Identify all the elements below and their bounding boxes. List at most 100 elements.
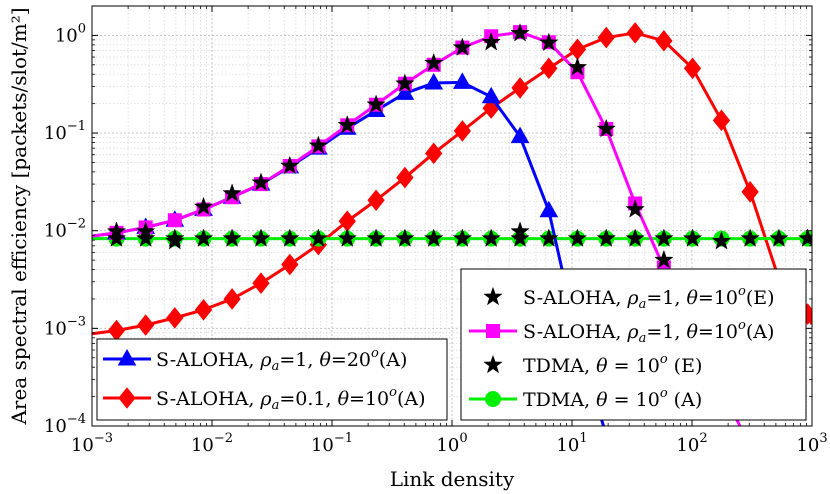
legend-star-marker bbox=[483, 354, 503, 374]
star-marker bbox=[481, 32, 501, 51]
star-marker bbox=[251, 172, 271, 192]
diamond-marker bbox=[252, 272, 270, 294]
legend-square-marker bbox=[486, 324, 500, 338]
legend-star-marker bbox=[483, 286, 503, 306]
diamond-marker bbox=[597, 26, 615, 49]
star-marker bbox=[510, 23, 530, 42]
diamond-marker bbox=[367, 189, 385, 212]
y-axis-label: Area spectral efficiency [packets/slot/m… bbox=[7, 7, 31, 425]
legend-label: S-ALOHA, ρa=1, θ=10o(A) bbox=[523, 318, 774, 346]
y-tick-label: 10−2 bbox=[44, 217, 86, 242]
star-marker bbox=[452, 228, 473, 247]
legend-label: TDMA, θ = 10o (E) bbox=[523, 352, 702, 377]
diamond-marker bbox=[626, 22, 644, 44]
diamond-marker bbox=[712, 109, 731, 132]
star-marker bbox=[711, 230, 732, 250]
star-marker bbox=[337, 115, 358, 134]
legend-label: TDMA, θ = 10o (A) bbox=[523, 386, 702, 411]
star-marker bbox=[366, 94, 386, 114]
star-marker bbox=[625, 199, 645, 218]
diamond-marker bbox=[166, 307, 184, 329]
diamond-marker bbox=[511, 77, 529, 99]
star-marker bbox=[337, 228, 358, 247]
star-marker bbox=[769, 228, 789, 247]
diamond-marker bbox=[453, 120, 472, 142]
star-marker bbox=[654, 228, 674, 247]
star-marker bbox=[308, 228, 329, 247]
triangle-marker bbox=[481, 86, 501, 104]
legend-right: S-ALOHA, ρa=1, θ=10o(E) S-ALOHA, ρa=1, θ=… bbox=[460, 268, 807, 421]
legend-circle-marker bbox=[485, 391, 501, 407]
legend-label: S-ALOHA, ρa=1, θ=20o(A) bbox=[156, 346, 407, 374]
triangle-marker bbox=[453, 72, 472, 89]
legend-left-box bbox=[96, 338, 448, 421]
legend-right-box bbox=[460, 268, 807, 421]
y-tick-label: 10−3 bbox=[44, 314, 86, 339]
diamond-marker bbox=[281, 253, 299, 276]
y-tick-label: 10−4 bbox=[44, 412, 86, 437]
square-marker bbox=[167, 213, 182, 228]
triangle-marker bbox=[424, 73, 444, 90]
legend-label: S-ALOHA, ρa=0.1, θ=10o(A) bbox=[156, 385, 426, 413]
star-marker bbox=[395, 73, 415, 93]
star-marker bbox=[797, 228, 812, 247]
star-marker bbox=[251, 228, 271, 247]
diamond-marker bbox=[194, 298, 213, 321]
series-5 bbox=[106, 23, 674, 269]
star-marker bbox=[165, 230, 185, 250]
diamond-marker bbox=[540, 57, 558, 80]
star-marker bbox=[596, 118, 617, 138]
star-marker bbox=[193, 196, 214, 216]
star-marker bbox=[193, 228, 214, 247]
diamond-marker bbox=[396, 166, 414, 189]
diamond-marker bbox=[741, 181, 759, 203]
x-tick-label: 10−1 bbox=[311, 431, 353, 456]
star-marker bbox=[222, 228, 242, 247]
star-marker bbox=[280, 228, 300, 247]
triangle-marker bbox=[539, 200, 559, 218]
star-marker bbox=[596, 228, 617, 247]
star-marker bbox=[654, 249, 674, 269]
legend-label: S-ALOHA, ρa=1, θ=10o(E) bbox=[523, 284, 775, 312]
star-marker bbox=[510, 228, 530, 247]
y-tick-label: 100 bbox=[55, 21, 86, 46]
y-tick-label: 10−1 bbox=[44, 119, 86, 144]
star-marker bbox=[625, 228, 645, 247]
star-marker bbox=[135, 221, 156, 240]
diamond-marker bbox=[137, 314, 155, 336]
legend-triangle-marker bbox=[117, 348, 137, 366]
star-marker bbox=[452, 37, 473, 56]
star-marker bbox=[423, 52, 444, 72]
star-marker bbox=[366, 228, 386, 247]
star-marker bbox=[106, 228, 127, 247]
legend-diamond-marker bbox=[118, 387, 136, 409]
legend-left: S-ALOHA, ρa=1, θ=20o(A) S-ALOHA, ρa=0.1, … bbox=[96, 338, 448, 421]
star-marker bbox=[106, 221, 127, 240]
axis-ticks bbox=[91, 6, 813, 427]
star-marker bbox=[423, 228, 444, 247]
star-marker bbox=[740, 228, 760, 247]
star-marker bbox=[539, 228, 559, 247]
series-layer bbox=[92, 22, 812, 426]
tick-labels: 10−3 10−2 10−1 100 101 102 10310−410−310−210−1… bbox=[44, 21, 828, 456]
star-marker bbox=[567, 228, 588, 247]
diamond-marker bbox=[655, 30, 673, 52]
triangle-marker bbox=[510, 126, 530, 144]
legends: S-ALOHA, ρa=1, θ=20o(A) S-ALOHA, ρa=0.1, … bbox=[96, 268, 807, 421]
star-marker bbox=[280, 155, 300, 175]
star-marker bbox=[481, 228, 501, 247]
diamond-marker bbox=[425, 142, 443, 165]
star-marker bbox=[682, 228, 703, 247]
diamond-marker bbox=[223, 288, 241, 310]
star-marker bbox=[539, 32, 559, 52]
diamond-marker bbox=[683, 57, 702, 80]
star-marker bbox=[395, 228, 415, 247]
star-marker bbox=[308, 135, 329, 155]
star-marker bbox=[567, 57, 588, 76]
star-marker bbox=[135, 228, 156, 247]
star-marker bbox=[510, 221, 530, 240]
triangle-marker bbox=[395, 83, 415, 100]
star-marker bbox=[222, 183, 242, 202]
x-axis-label: Link density bbox=[390, 467, 515, 491]
